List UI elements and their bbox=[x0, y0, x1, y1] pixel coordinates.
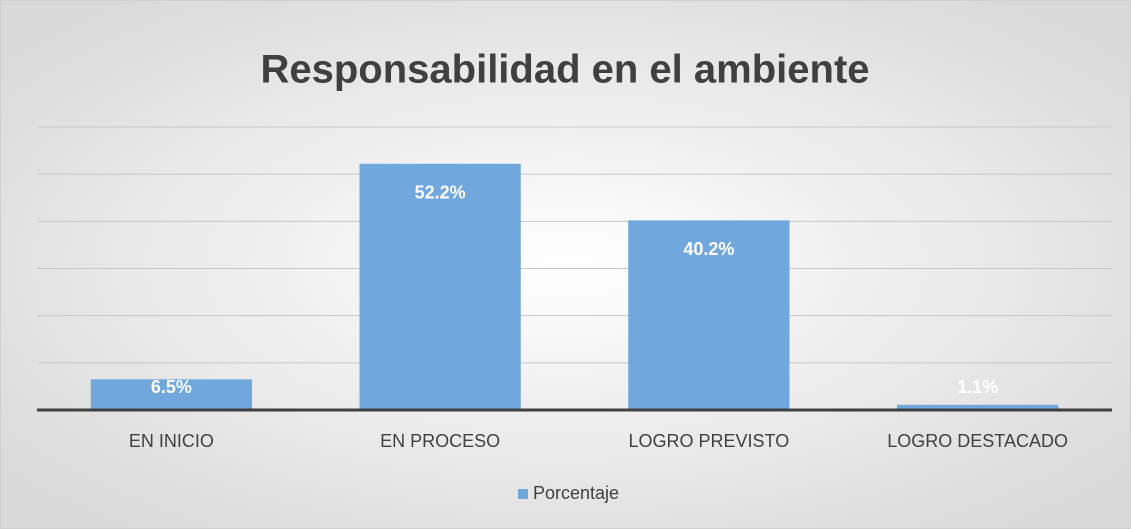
data-label: 1.1% bbox=[957, 377, 998, 397]
bar bbox=[628, 220, 790, 410]
x-tick-label: LOGRO PREVISTO bbox=[629, 431, 790, 451]
data-label: 6.5% bbox=[151, 377, 192, 397]
bar bbox=[90, 379, 252, 410]
legend-label: Porcentaje bbox=[533, 483, 619, 503]
x-tick-label: LOGRO DESTACADO bbox=[887, 431, 1068, 451]
bar bbox=[897, 404, 1059, 410]
data-label: 40.2% bbox=[683, 239, 734, 259]
bar bbox=[359, 163, 521, 410]
legend-swatch bbox=[518, 489, 528, 499]
data-label: 52.2% bbox=[415, 183, 466, 203]
x-tick-label: EN PROCESO bbox=[380, 431, 500, 451]
chart-title: Responsabilidad en el ambiente bbox=[260, 48, 869, 92]
x-tick-label: EN INICIO bbox=[129, 431, 214, 451]
